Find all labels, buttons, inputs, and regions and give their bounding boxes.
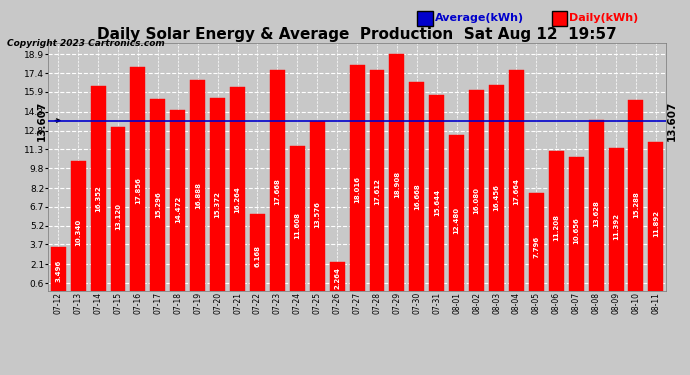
Bar: [310, 121, 325, 291]
Text: 13.628: 13.628: [593, 201, 599, 227]
Text: 15.372: 15.372: [215, 191, 221, 217]
Bar: [629, 99, 644, 291]
Text: 15.644: 15.644: [434, 189, 440, 216]
Bar: [509, 70, 524, 291]
Bar: [70, 161, 86, 291]
Bar: [210, 99, 225, 291]
Text: 11.392: 11.392: [613, 213, 619, 240]
Text: 16.888: 16.888: [195, 182, 201, 209]
Bar: [469, 90, 484, 291]
Text: 17.668: 17.668: [275, 178, 280, 205]
Bar: [110, 127, 126, 291]
Text: 13.607: 13.607: [37, 100, 48, 141]
Text: Average(kWh): Average(kWh): [435, 13, 524, 23]
Text: 18.016: 18.016: [354, 176, 360, 203]
Bar: [389, 54, 404, 291]
Bar: [190, 80, 205, 291]
Bar: [130, 68, 146, 291]
Bar: [409, 82, 424, 291]
Bar: [230, 87, 245, 291]
Bar: [170, 110, 185, 291]
Bar: [51, 247, 66, 291]
Text: 12.480: 12.480: [454, 207, 460, 234]
Text: 16.264: 16.264: [235, 186, 241, 213]
Bar: [370, 70, 384, 291]
Text: 16.456: 16.456: [493, 184, 500, 211]
Bar: [90, 86, 106, 291]
Text: 11.608: 11.608: [295, 212, 300, 239]
Text: 3.496: 3.496: [55, 260, 61, 282]
Text: 17.664: 17.664: [513, 178, 520, 205]
Bar: [489, 85, 504, 291]
Bar: [270, 70, 285, 291]
Text: 10.340: 10.340: [75, 219, 81, 246]
Text: 6.168: 6.168: [255, 245, 260, 267]
Bar: [569, 158, 584, 291]
Text: 18.908: 18.908: [394, 171, 400, 198]
Text: 16.352: 16.352: [95, 185, 101, 212]
Text: Copyright 2023 Cartronics.com: Copyright 2023 Cartronics.com: [7, 39, 165, 48]
Text: 11.208: 11.208: [553, 214, 560, 241]
Bar: [429, 95, 444, 291]
Text: 2.264: 2.264: [334, 267, 340, 289]
Text: 15.296: 15.296: [155, 191, 161, 218]
Bar: [290, 146, 305, 291]
Text: Daily(kWh): Daily(kWh): [569, 13, 638, 23]
Text: 17.856: 17.856: [135, 177, 141, 204]
Text: 16.668: 16.668: [414, 183, 420, 210]
Bar: [350, 65, 364, 291]
Text: 17.612: 17.612: [374, 178, 380, 205]
Text: 10.656: 10.656: [573, 217, 579, 244]
Text: 13.576: 13.576: [314, 201, 320, 228]
Title: Daily Solar Energy & Average  Production  Sat Aug 12  19:57: Daily Solar Energy & Average Production …: [97, 27, 617, 42]
Bar: [330, 262, 344, 291]
Text: 7.796: 7.796: [533, 236, 540, 258]
Text: 15.288: 15.288: [633, 191, 639, 218]
Text: 16.080: 16.080: [473, 187, 480, 214]
Bar: [649, 142, 663, 291]
Text: 14.472: 14.472: [175, 196, 181, 223]
Bar: [150, 99, 166, 291]
Bar: [250, 213, 265, 291]
Bar: [529, 193, 544, 291]
Bar: [549, 150, 564, 291]
Text: 11.892: 11.892: [653, 210, 659, 237]
Text: 13.607: 13.607: [667, 100, 677, 141]
Bar: [609, 148, 624, 291]
Bar: [589, 120, 604, 291]
Bar: [449, 135, 464, 291]
Text: 13.120: 13.120: [115, 203, 121, 230]
